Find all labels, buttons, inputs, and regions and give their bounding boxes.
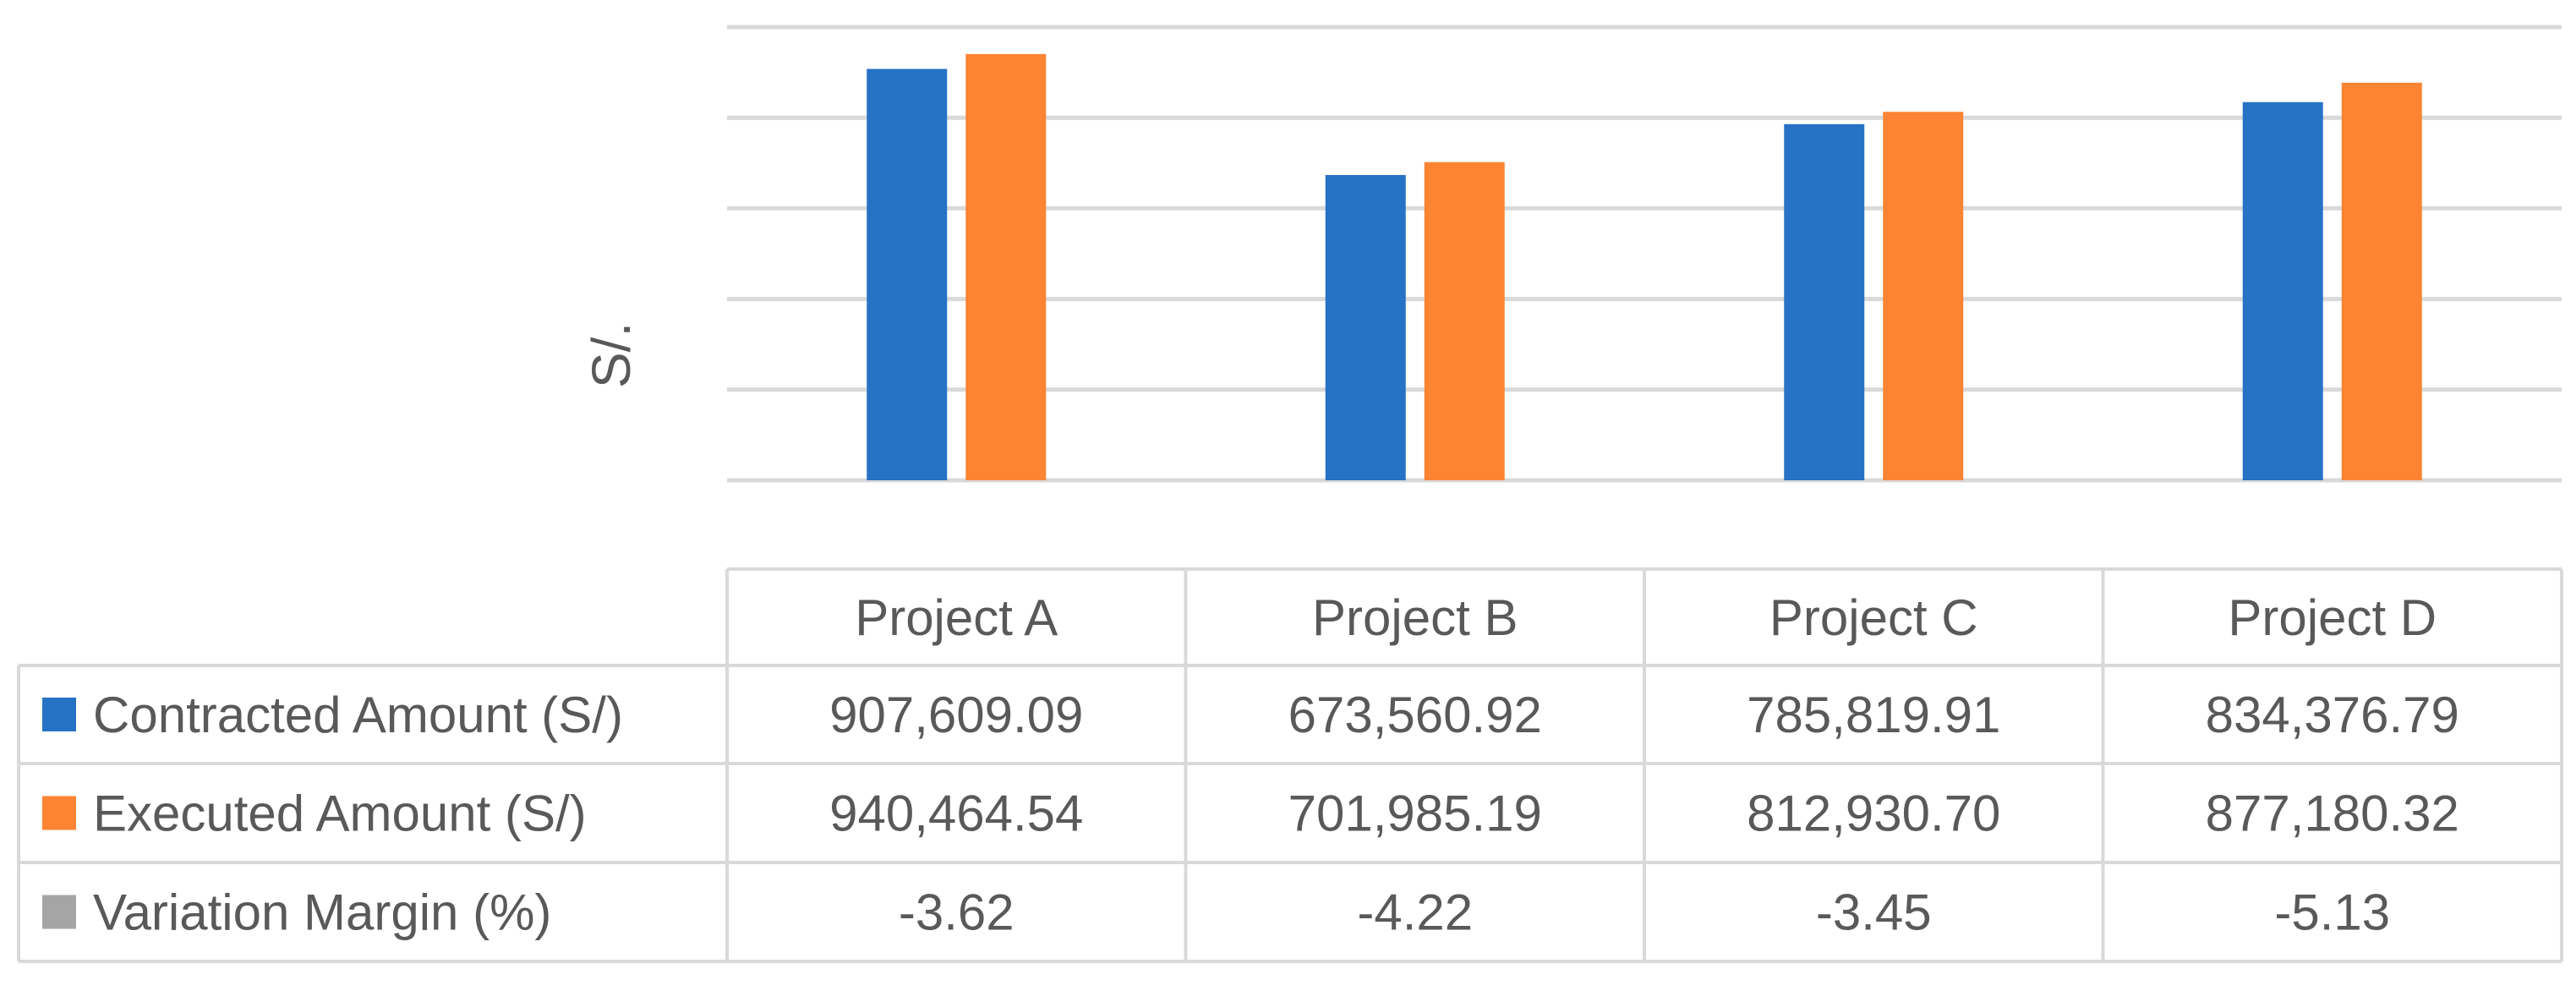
category-label: Project C	[1769, 589, 1978, 646]
table-cell: -5.13	[2274, 884, 2390, 941]
legend-key	[42, 698, 76, 731]
table-cell: 673,560.92	[1288, 687, 1542, 743]
table-cell: 834,376.79	[2206, 687, 2459, 743]
table-cell: -3.45	[1816, 884, 1932, 941]
table-cell: 701,985.19	[1288, 786, 1542, 842]
category-label: Project B	[1312, 589, 1518, 646]
bar-contracted-project-c	[1784, 123, 1865, 480]
table-cell: 940,464.54	[829, 786, 1083, 842]
legend-key	[42, 796, 76, 830]
table-cell: -3.62	[899, 884, 1015, 941]
table-cell: 877,180.32	[2206, 786, 2459, 842]
category-label: Project D	[2228, 589, 2437, 646]
series-label: Executed Amount (S/)	[93, 786, 587, 842]
table-cell: 812,930.70	[1747, 786, 2000, 842]
series-label: Contracted Amount (S/)	[93, 687, 623, 743]
bars	[867, 53, 2422, 480]
category-label: Project A	[855, 589, 1058, 646]
data-table: Project A Project B Project C Project D Cont…	[17, 567, 2563, 963]
series-label: Variation Margin (%)	[93, 884, 551, 941]
table-cell: 907,609.09	[829, 687, 1083, 743]
bar-executed-project-b	[1424, 162, 1505, 480]
bar-contracted-project-d	[2242, 101, 2323, 480]
bar-executed-project-d	[2341, 82, 2422, 480]
table-cell: -4.22	[1357, 884, 1473, 941]
bar-contracted-project-b	[1325, 174, 1406, 480]
bar-contracted-project-a	[867, 68, 948, 480]
legend-key	[42, 895, 76, 929]
bar-executed-project-c	[1883, 112, 1964, 480]
table-cell: 785,819.91	[1747, 687, 2000, 743]
bar-executed-project-a	[965, 53, 1047, 480]
y-axis-label: S/.	[581, 322, 642, 388]
